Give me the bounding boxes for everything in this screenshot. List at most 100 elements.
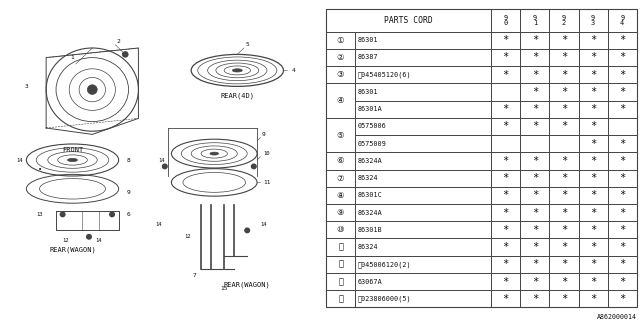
Text: *: *: [561, 121, 567, 132]
Text: 86324A: 86324A: [357, 158, 382, 164]
Text: 86301B: 86301B: [357, 227, 382, 233]
Bar: [549, 152, 579, 170]
Bar: [491, 204, 520, 221]
Text: *: *: [532, 190, 538, 200]
Text: 3: 3: [24, 84, 28, 89]
Text: 63067A: 63067A: [357, 279, 382, 284]
Text: *: *: [532, 104, 538, 114]
Bar: [520, 221, 549, 238]
Text: ⑫: ⑫: [338, 260, 343, 269]
Bar: [520, 187, 549, 204]
Bar: [549, 290, 579, 308]
Bar: [608, 273, 637, 290]
Text: Ⓝ023806000(5): Ⓝ023806000(5): [357, 296, 411, 302]
Text: *: *: [619, 87, 625, 97]
Text: 14: 14: [158, 157, 164, 163]
Text: Ⓢ045006120(2): Ⓢ045006120(2): [357, 261, 411, 268]
Text: *: *: [502, 52, 509, 62]
Bar: [355, 66, 491, 83]
Text: *: *: [532, 294, 538, 304]
Text: *: *: [561, 242, 567, 252]
Bar: [579, 32, 608, 49]
Bar: [608, 49, 637, 66]
Bar: [355, 221, 491, 238]
Text: *: *: [561, 259, 567, 269]
Text: *: *: [619, 104, 625, 114]
Bar: [549, 221, 579, 238]
Text: 86387: 86387: [357, 54, 378, 60]
Text: *: *: [590, 87, 596, 97]
Text: 14: 14: [155, 221, 161, 227]
Text: *: *: [532, 156, 538, 166]
Text: *: *: [590, 156, 596, 166]
Bar: [491, 83, 520, 100]
Bar: [520, 49, 549, 66]
Text: ②: ②: [337, 53, 344, 62]
Bar: [579, 49, 608, 66]
Bar: [326, 238, 355, 256]
Bar: [491, 100, 520, 118]
Bar: [520, 32, 549, 49]
Text: REAR(WAGON): REAR(WAGON): [224, 282, 271, 288]
Text: *: *: [502, 156, 509, 166]
Text: ④: ④: [337, 96, 344, 105]
Text: *: *: [502, 294, 509, 304]
Text: *: *: [532, 35, 538, 45]
Text: 6: 6: [127, 212, 131, 217]
Bar: [608, 118, 637, 135]
Bar: [579, 187, 608, 204]
Bar: [491, 118, 520, 135]
Bar: [520, 170, 549, 187]
Text: *: *: [561, 35, 567, 45]
Bar: [326, 273, 355, 290]
Text: 9: 9: [262, 132, 266, 137]
Text: *: *: [590, 259, 596, 269]
Bar: [608, 187, 637, 204]
Circle shape: [86, 235, 92, 239]
Bar: [491, 49, 520, 66]
Text: 10: 10: [264, 151, 270, 156]
Text: 8: 8: [127, 157, 131, 163]
Bar: [608, 290, 637, 308]
Bar: [520, 256, 549, 273]
Bar: [355, 290, 491, 308]
Text: •: •: [37, 167, 42, 172]
Text: *: *: [619, 35, 625, 45]
Text: *: *: [561, 225, 567, 235]
Bar: [608, 66, 637, 83]
Text: 86301: 86301: [357, 89, 378, 95]
Text: *: *: [532, 173, 538, 183]
Text: ⑩: ⑩: [337, 225, 344, 234]
Bar: [355, 170, 491, 187]
Text: 86301A: 86301A: [357, 106, 382, 112]
Text: *: *: [561, 87, 567, 97]
Bar: [491, 238, 520, 256]
Text: 15: 15: [220, 285, 228, 291]
Bar: [491, 256, 520, 273]
Text: ①: ①: [337, 36, 344, 45]
Text: *: *: [619, 242, 625, 252]
Bar: [520, 83, 549, 100]
Bar: [608, 221, 637, 238]
Text: *: *: [502, 173, 509, 183]
Text: 12: 12: [184, 234, 191, 239]
Bar: [326, 49, 355, 66]
Text: *: *: [561, 294, 567, 304]
Ellipse shape: [68, 158, 77, 162]
Bar: [326, 118, 355, 152]
Text: 11: 11: [263, 180, 271, 185]
Text: *: *: [502, 121, 509, 132]
Bar: [326, 204, 355, 221]
Bar: [520, 135, 549, 152]
Bar: [579, 10, 608, 32]
Text: 14: 14: [95, 237, 102, 243]
Text: *: *: [590, 242, 596, 252]
Bar: [326, 170, 355, 187]
Text: PARTS CORD: PARTS CORD: [385, 16, 433, 25]
Bar: [355, 204, 491, 221]
Text: ⑪: ⑪: [338, 243, 343, 252]
Bar: [549, 66, 579, 83]
Text: *: *: [561, 52, 567, 62]
Bar: [355, 273, 491, 290]
Bar: [579, 66, 608, 83]
